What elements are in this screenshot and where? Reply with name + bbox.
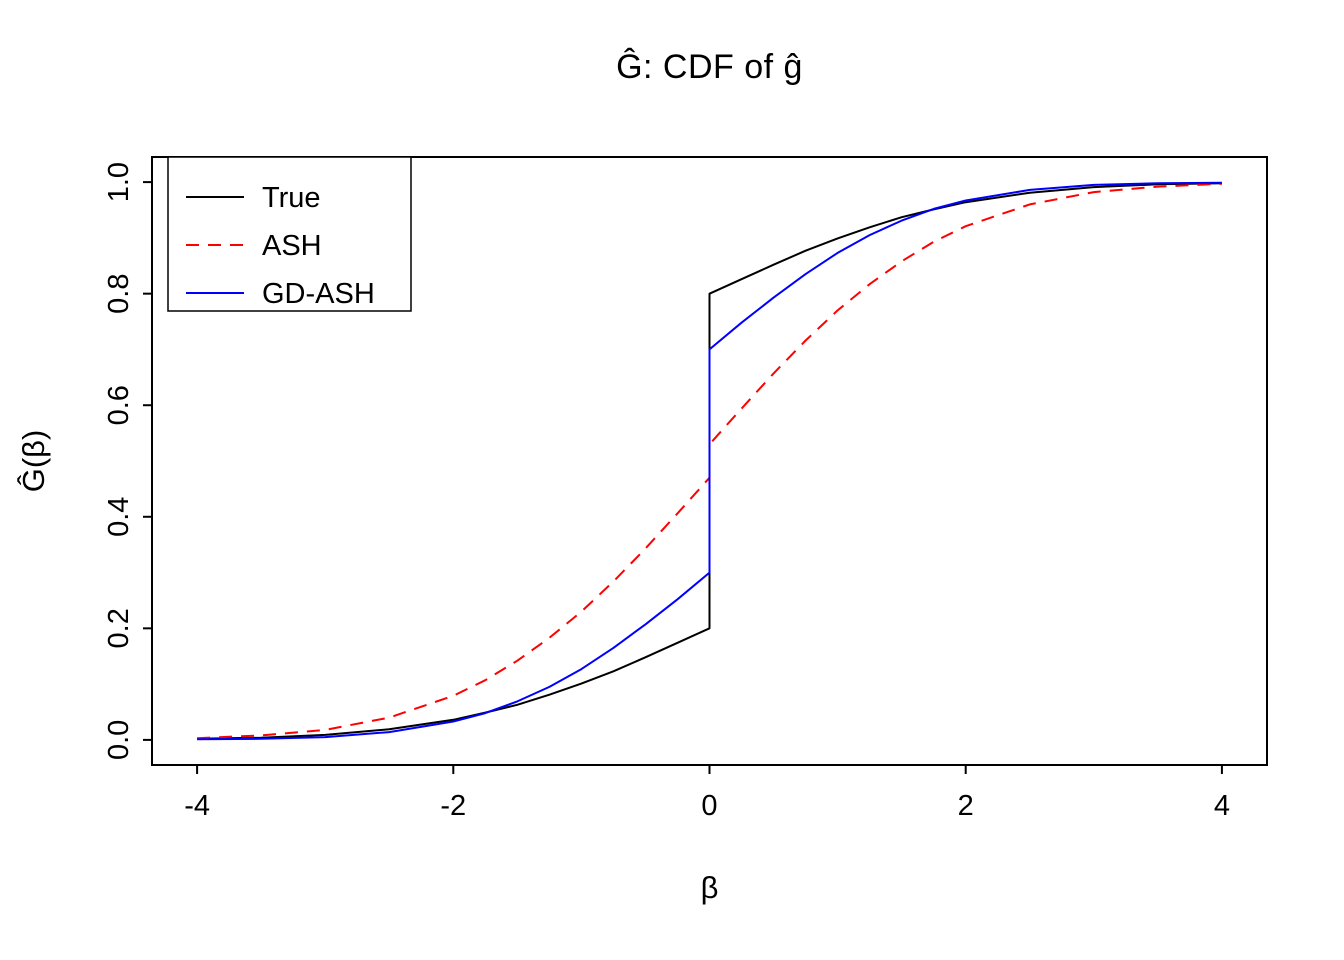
x-tick-label: -2 [440, 790, 466, 822]
y-tick-label: 0.8 [103, 273, 135, 313]
x-tick-label: 2 [958, 790, 974, 822]
y-axis-label: Ĝ(β) [16, 429, 51, 493]
chart-title: Ĝ: CDF of ĝ [616, 48, 803, 86]
y-tick-label: 1.0 [103, 162, 135, 202]
legend-entry-label: ASH [262, 230, 322, 262]
legend-box [167, 156, 412, 312]
x-tick-label: -4 [184, 790, 210, 822]
legend-entry-label: True [262, 182, 321, 214]
y-tick-label: 0.4 [103, 497, 135, 537]
x-axis-label: β [700, 870, 719, 905]
y-tick-label: 0.2 [103, 608, 135, 648]
series-line-gd-ash [197, 181, 1222, 741]
x-tick-label: 0 [701, 790, 717, 822]
y-tick-label: 0.6 [103, 385, 135, 425]
legend-entry-label: GD-ASH [262, 278, 375, 310]
x-tick-label: 4 [1214, 790, 1230, 822]
y-tick-label: 0.0 [103, 720, 135, 760]
